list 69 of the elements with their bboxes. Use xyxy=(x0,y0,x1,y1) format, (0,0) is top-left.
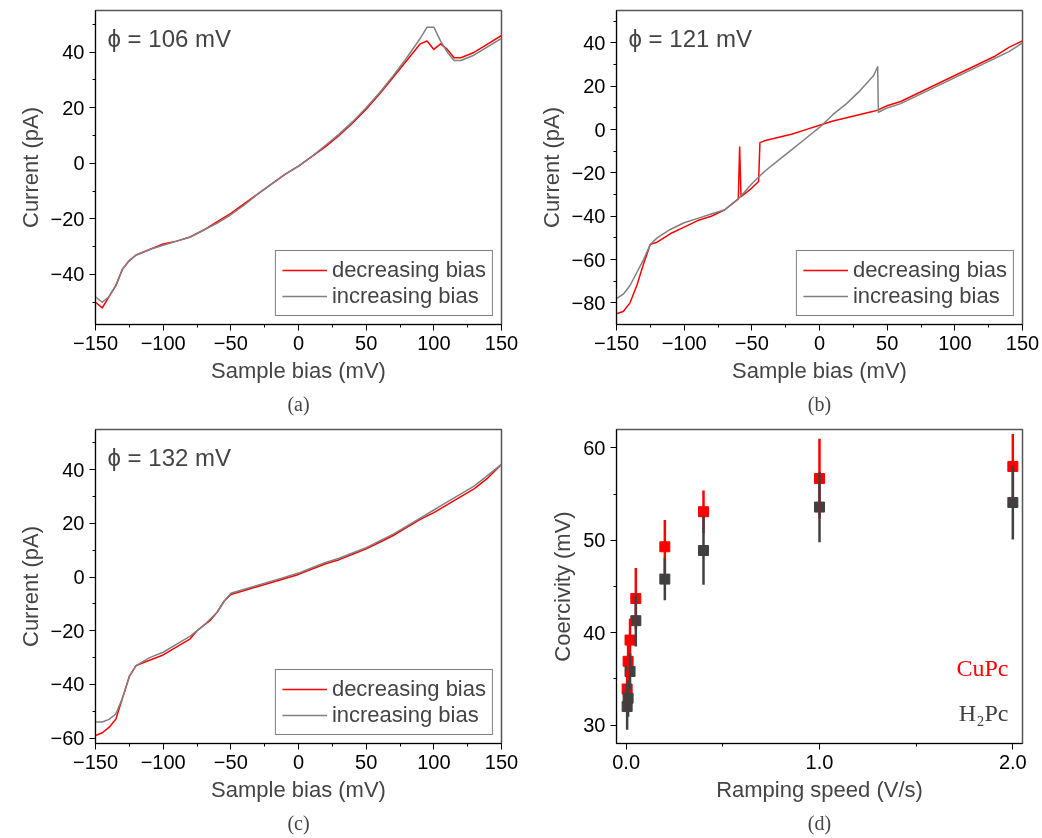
y-tick-label: 0 xyxy=(73,566,85,589)
x-tick-label: 0 xyxy=(292,331,305,354)
annotation: ϕ = 121 mV xyxy=(628,24,753,52)
y-axis-title: Current (pA) xyxy=(17,525,43,648)
y-tick-label: 0 xyxy=(73,152,85,175)
legend-label: decreasing bias xyxy=(852,257,1007,283)
y-tick-label: 40 xyxy=(62,458,85,481)
x-axis-title: Ramping speed (V/s) xyxy=(716,776,923,802)
legend-label: increasing bias xyxy=(331,283,479,309)
x-tick-label: 100 xyxy=(417,331,451,354)
legend-label: increasing bias xyxy=(852,283,1000,309)
y-tick-label: 30 xyxy=(583,714,606,737)
y-axis-title: Coercivity (mV) xyxy=(550,511,576,662)
text: (a) xyxy=(287,392,310,416)
y-axis-title: Current (pA) xyxy=(17,106,43,229)
x-tick-label: 0 xyxy=(292,750,305,773)
y-tick-label: −40 xyxy=(50,673,85,696)
y-tick-label: −40 xyxy=(571,205,606,228)
text: CuPc xyxy=(956,654,1009,681)
annotation: ϕ = 106 mV xyxy=(107,24,232,52)
text: H₂Pc xyxy=(958,699,1009,726)
y-tick-label: −60 xyxy=(571,248,606,271)
y-tick-label: −20 xyxy=(50,619,85,642)
x-axis-title: Sample bias (mV) xyxy=(211,776,386,802)
text: (c) xyxy=(287,811,310,835)
x-tick-label: −50 xyxy=(213,750,248,773)
y-tick-label: 40 xyxy=(583,621,606,644)
x-tick-label: −100 xyxy=(140,331,186,354)
annotation: ϕ = 132 mV xyxy=(107,443,232,471)
y-tick-label: 40 xyxy=(583,31,606,54)
y-tick-label: −80 xyxy=(571,291,606,314)
y-tick-label: −20 xyxy=(571,161,606,184)
x-tick-label: 50 xyxy=(355,750,378,773)
x-tick-label: 50 xyxy=(876,331,899,354)
x-tick-label: −50 xyxy=(213,331,248,354)
legend-label: decreasing bias xyxy=(331,257,486,283)
text: (d) xyxy=(807,811,832,835)
x-tick-label: −150 xyxy=(72,331,119,354)
y-tick-label: 40 xyxy=(62,41,85,64)
y-axis-title: Current (pA) xyxy=(538,106,564,229)
x-tick-label: 50 xyxy=(355,331,378,354)
x-tick-label: 1.0 xyxy=(805,750,834,773)
y-tick-label: 60 xyxy=(583,436,606,459)
x-tick-label: 0.0 xyxy=(612,750,641,773)
x-tick-label: −150 xyxy=(593,331,640,354)
x-tick-label: −50 xyxy=(734,331,769,354)
y-tick-label: 20 xyxy=(583,75,606,98)
y-tick-label: 20 xyxy=(62,512,85,535)
x-tick-label: 100 xyxy=(938,331,972,354)
x-tick-label: 2.0 xyxy=(998,750,1027,773)
text: (b) xyxy=(807,392,832,416)
y-tick-label: −20 xyxy=(50,207,85,230)
x-tick-label: −150 xyxy=(72,750,119,773)
legend-label: decreasing bias xyxy=(331,676,486,702)
x-axis-title: Sample bias (mV) xyxy=(732,357,907,383)
x-tick-label: 150 xyxy=(484,750,519,773)
x-tick-label: −100 xyxy=(661,331,707,354)
x-tick-label: −100 xyxy=(140,750,186,773)
y-tick-label: 50 xyxy=(583,529,606,552)
x-tick-label: 100 xyxy=(417,750,451,773)
x-tick-label: 150 xyxy=(484,331,519,354)
x-tick-label: 0 xyxy=(813,331,826,354)
x-axis-title: Sample bias (mV) xyxy=(211,357,386,383)
y-tick-label: −40 xyxy=(50,263,85,286)
y-tick-label: 0 xyxy=(594,118,606,141)
y-tick-label: 20 xyxy=(62,96,85,119)
x-tick-label: 150 xyxy=(1005,331,1040,354)
legend-label: increasing bias xyxy=(331,702,479,728)
y-tick-label: −60 xyxy=(50,727,85,750)
